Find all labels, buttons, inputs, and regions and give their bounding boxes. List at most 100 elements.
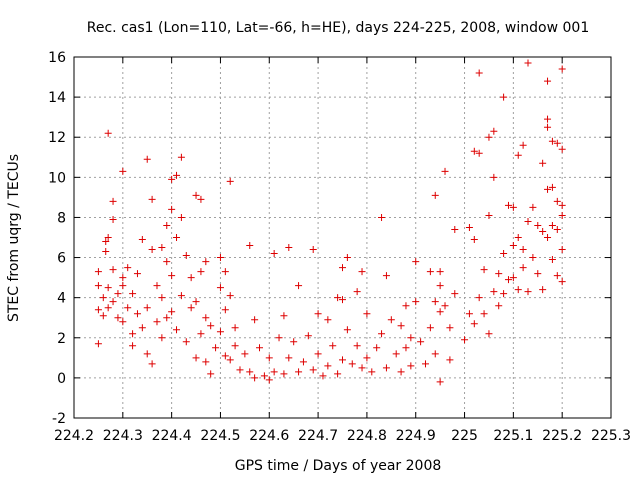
data-point	[221, 268, 229, 276]
data-point	[280, 370, 288, 378]
data-point	[334, 370, 342, 378]
data-point	[94, 340, 102, 348]
data-point	[285, 244, 293, 252]
data-point	[304, 332, 312, 340]
data-point	[231, 342, 239, 350]
data-point	[548, 221, 556, 229]
data-point	[495, 302, 503, 310]
y-axis-label: STEC from uqrg / TECUs	[6, 154, 22, 322]
data-point	[187, 304, 195, 312]
data-point	[182, 338, 190, 346]
data-point	[343, 254, 351, 262]
data-point	[265, 354, 273, 362]
data-point	[309, 366, 317, 374]
data-points	[94, 59, 566, 386]
data-point	[187, 274, 195, 282]
data-point	[402, 344, 410, 352]
data-point	[295, 368, 303, 376]
data-point	[207, 322, 215, 330]
data-point	[534, 221, 542, 229]
data-point	[475, 294, 483, 302]
data-point	[480, 266, 488, 274]
data-point	[109, 215, 117, 223]
data-point	[544, 77, 552, 85]
data-point	[485, 211, 493, 219]
data-point	[314, 350, 322, 358]
chart-title: Rec. cas1 (Lon=110, Lat=-66, h=HE), days…	[87, 20, 589, 36]
data-point	[173, 171, 181, 179]
data-point	[470, 147, 478, 155]
data-point	[216, 254, 224, 262]
data-point	[558, 211, 566, 219]
y-tick-label: 4	[57, 291, 66, 307]
data-point	[363, 310, 371, 318]
data-point	[514, 151, 522, 159]
data-point	[441, 167, 449, 175]
data-point	[378, 213, 386, 221]
data-point	[109, 266, 117, 274]
data-point	[500, 290, 508, 298]
x-tick-label: 224.7	[298, 428, 338, 444]
data-point	[153, 318, 161, 326]
data-point	[524, 288, 532, 296]
data-point	[446, 356, 454, 364]
data-point	[168, 272, 176, 280]
data-point	[246, 242, 254, 250]
data-point	[529, 254, 537, 262]
data-point	[324, 316, 332, 324]
data-point	[539, 286, 547, 294]
data-point	[382, 364, 390, 372]
y-tick-label: 0	[57, 371, 66, 387]
data-point	[548, 137, 556, 145]
y-tick-label: 10	[48, 170, 66, 186]
data-point	[397, 368, 405, 376]
data-point	[99, 294, 107, 302]
data-point	[373, 344, 381, 352]
data-point	[358, 364, 366, 372]
data-point	[431, 191, 439, 199]
data-point	[412, 298, 420, 306]
data-point	[558, 246, 566, 254]
data-point	[524, 59, 532, 67]
data-point	[553, 139, 561, 147]
data-point	[519, 264, 527, 272]
data-point	[246, 368, 254, 376]
data-point	[553, 225, 561, 233]
data-point	[387, 316, 395, 324]
data-point	[197, 330, 205, 338]
data-point	[192, 354, 200, 362]
data-point	[436, 308, 444, 316]
x-tick-label: 224.8	[347, 428, 387, 444]
data-point	[348, 360, 356, 368]
data-point	[104, 284, 112, 292]
x-tick-label: 224.6	[249, 428, 289, 444]
data-point	[119, 282, 127, 290]
data-point	[402, 302, 410, 310]
x-tick-label: 224.2	[54, 428, 94, 444]
data-point	[226, 356, 234, 364]
data-point	[490, 288, 498, 296]
data-point	[119, 318, 127, 326]
x-tick-label: 224.3	[103, 428, 143, 444]
data-point	[485, 133, 493, 141]
data-point	[319, 372, 327, 380]
y-tick-label: 16	[48, 50, 66, 66]
data-point	[461, 336, 469, 344]
data-point	[295, 282, 303, 290]
x-tick-label: 225.3	[591, 428, 631, 444]
data-point	[197, 268, 205, 276]
data-point	[544, 234, 552, 241]
data-point	[558, 65, 566, 73]
y-tick-label: 2	[57, 331, 66, 347]
data-point	[143, 304, 151, 312]
data-point	[544, 185, 552, 193]
data-point	[260, 372, 268, 380]
y-tick-label: 6	[57, 251, 66, 267]
data-point	[519, 141, 527, 149]
data-point	[539, 227, 547, 235]
data-point	[138, 236, 146, 244]
data-point	[504, 201, 512, 209]
data-point	[182, 252, 190, 260]
data-point	[129, 290, 137, 298]
